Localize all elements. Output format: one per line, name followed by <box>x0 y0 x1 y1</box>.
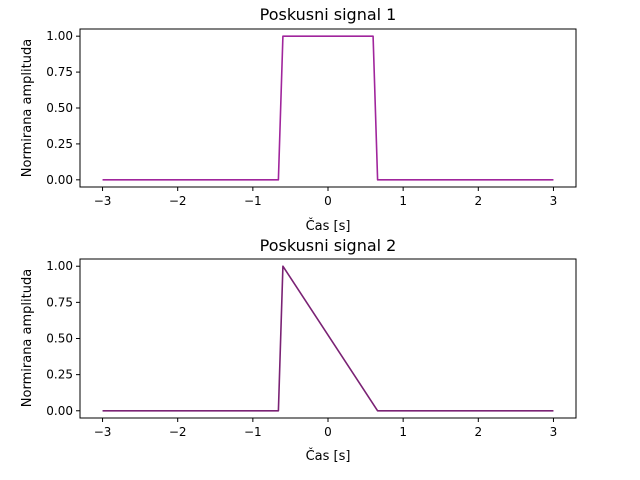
subplot-1-ytick-label: 0.25 <box>46 137 73 151</box>
subplot-1-xtick-label: −1 <box>244 194 262 208</box>
subplot-2-ytick-label: 0.25 <box>46 368 73 382</box>
subplot-2-xtick-label: 3 <box>550 425 558 439</box>
subplot-2-ytick-label: 0.00 <box>46 404 73 418</box>
subplot-2-xtick-label: −1 <box>244 425 262 439</box>
subplot-2-xtick-label: −2 <box>169 425 187 439</box>
subplot-2-title: Poskusni signal 2 <box>260 236 397 255</box>
subplot-1-xtick-label: −3 <box>94 194 112 208</box>
subplot-1-xtick-label: −2 <box>169 194 187 208</box>
subplot-1-title: Poskusni signal 1 <box>260 5 397 24</box>
subplot-1-ytick-label: 0.00 <box>46 173 73 187</box>
subplot-1-xlabel: Čas [s] <box>306 218 351 234</box>
subplot-1-ytick-label: 1.00 <box>46 29 73 43</box>
subplot-2-ytick-label: 1.00 <box>46 259 73 273</box>
subplot-2-xtick-label: 0 <box>324 425 332 439</box>
subplot-1: Poskusni signal 1 −3 −2 −1 0 1 2 3 0.00 0.25 0.50… <box>20 5 577 234</box>
subplot-1-ylabel: Normirana amplituda <box>20 39 35 177</box>
subplot-1-ytick-label: 0.50 <box>46 101 73 115</box>
subplot-1-plot-area: −3 −2 −1 0 1 2 3 0.00 0.25 0.50 0.75 1.00 <box>46 28 577 208</box>
subplot-2-plot-area: −3 −2 −1 0 1 2 3 0.00 0.25 0.50 0.75 1.00 <box>46 258 577 439</box>
subplot-2: Poskusni signal 2 −3 −2 −1 0 1 2 3 0.00 0.25 0.50… <box>20 236 577 464</box>
subplot-1-series-line-1 <box>102 35 554 181</box>
subplot-2-xtick-label: 2 <box>474 425 482 439</box>
subplot-1-xtick-label: 3 <box>550 194 558 208</box>
subplot-2-series-line-1 <box>102 265 554 412</box>
subplot-1-xtick-label: 1 <box>399 194 407 208</box>
subplot-2-xtick-label: 1 <box>399 425 407 439</box>
subplot-2-ytick-label: 0.50 <box>46 332 73 346</box>
subplot-1-ytick-label: 0.75 <box>46 65 73 79</box>
subplot-2-xtick-label: −3 <box>94 425 112 439</box>
subplot-2-ylabel: Normirana amplituda <box>20 269 35 407</box>
subplot-1-xtick-label: 0 <box>324 194 332 208</box>
subplot-2-xlabel: Čas [s] <box>306 448 351 464</box>
subplot-2-ytick-label: 0.75 <box>46 295 73 309</box>
subplot-1-xtick-label: 2 <box>474 194 482 208</box>
